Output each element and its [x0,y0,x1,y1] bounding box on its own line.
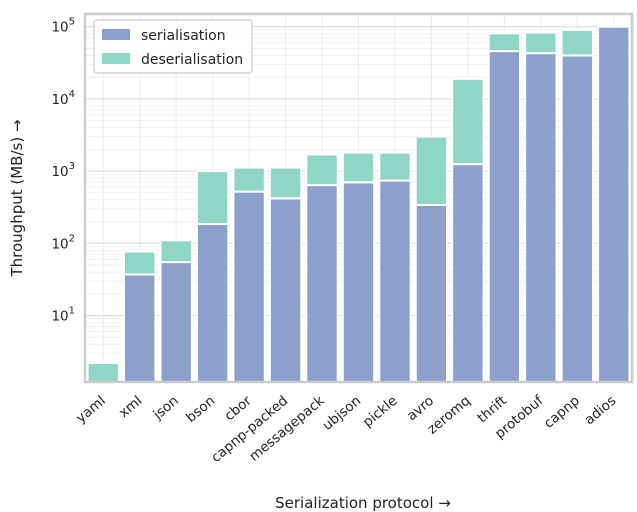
y-tick-label: 101 [51,306,75,325]
bar-deserialisation-protobuf [524,31,558,55]
bar-deserialisation-capnp-packed [268,166,303,200]
legend-swatch-deserialisation [102,53,130,64]
legend-label-serialisation: serialisation [141,28,226,44]
bar-serialisation-thrift [487,50,522,383]
bar-deserialisation-thrift [487,32,522,53]
bar-deserialisation-cbor [232,166,266,193]
bar-deserialisation-messagepack [305,153,339,187]
plot-frame [83,12,634,384]
y-tick-label: 103 [51,161,75,180]
x-tick-label-ubjson: ubjson [320,393,365,434]
bar-serialisation-adios [597,25,631,383]
bar-serialisation-protobuf [524,52,558,383]
x-tick-labels: yaml xml json bson cborcapnp-packedmessagepa… [73,392,619,466]
bar-serialisation-capnp [560,54,594,384]
bar-deserialisation-json [159,239,193,264]
bar-deserialisation-ubjson [341,151,376,184]
bar-serialisation-messagepack [305,184,339,383]
bar-deserialisation-bson [195,170,230,226]
bar-serialisation-zeromq [451,163,485,383]
x-tick-label-pickle: pickle [360,393,401,431]
bar-deserialisation-pickle [378,151,412,182]
bar-serialisation-ubjson [341,181,376,383]
bars [86,25,631,384]
bar-deserialisation-xml [123,250,157,276]
legend: serialisation deserialisation [93,19,253,74]
bar-serialisation-bson [195,223,230,383]
bar-serialisation-cbor [232,190,266,383]
bar-serialisation-json [159,261,193,383]
bar-deserialisation-avro [414,135,449,206]
bar-deserialisation-zeromq [451,77,485,166]
bar-serialisation-pickle [378,179,412,383]
bar-serialisation-avro [414,203,449,383]
legend-swatch-serialisation [102,29,130,40]
y-tick-label: 104 [51,89,75,108]
x-tick-label-xml: xml [116,393,145,421]
y-axis-title: Throughput (MB/s) → [8,119,26,277]
x-tick-label-yaml: yaml [73,393,109,427]
x-tick-label-capnp: capnp [541,393,583,432]
x-tick-label-bson: bson [183,393,218,426]
x-tick-label-json: json [150,393,182,424]
bar-serialisation-xml [123,273,157,384]
x-axis-title: Serialization protocol → [275,494,451,512]
y-tick-label: 102 [51,233,75,252]
bar-deserialisation-capnp [560,29,594,57]
y-tick-label: 105 [51,17,75,36]
legend-label-deserialisation: deserialisation [141,52,243,68]
x-tick-label-adios: adios [582,393,620,428]
y-tick-labels: 101 102 103 104 105 [51,17,75,325]
bar-serialisation-capnp-packed [268,197,303,383]
legend-box [93,19,253,74]
bar-deserialisation-yaml [86,361,120,383]
